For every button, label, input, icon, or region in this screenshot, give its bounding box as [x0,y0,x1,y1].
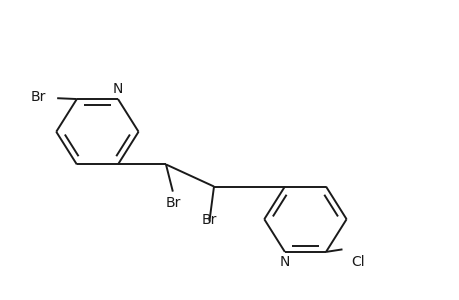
Text: N: N [279,255,290,269]
Text: Cl: Cl [350,255,364,269]
Text: N: N [112,82,123,96]
Text: Br: Br [31,89,46,103]
Text: Br: Br [202,213,217,227]
Text: Br: Br [165,196,180,210]
